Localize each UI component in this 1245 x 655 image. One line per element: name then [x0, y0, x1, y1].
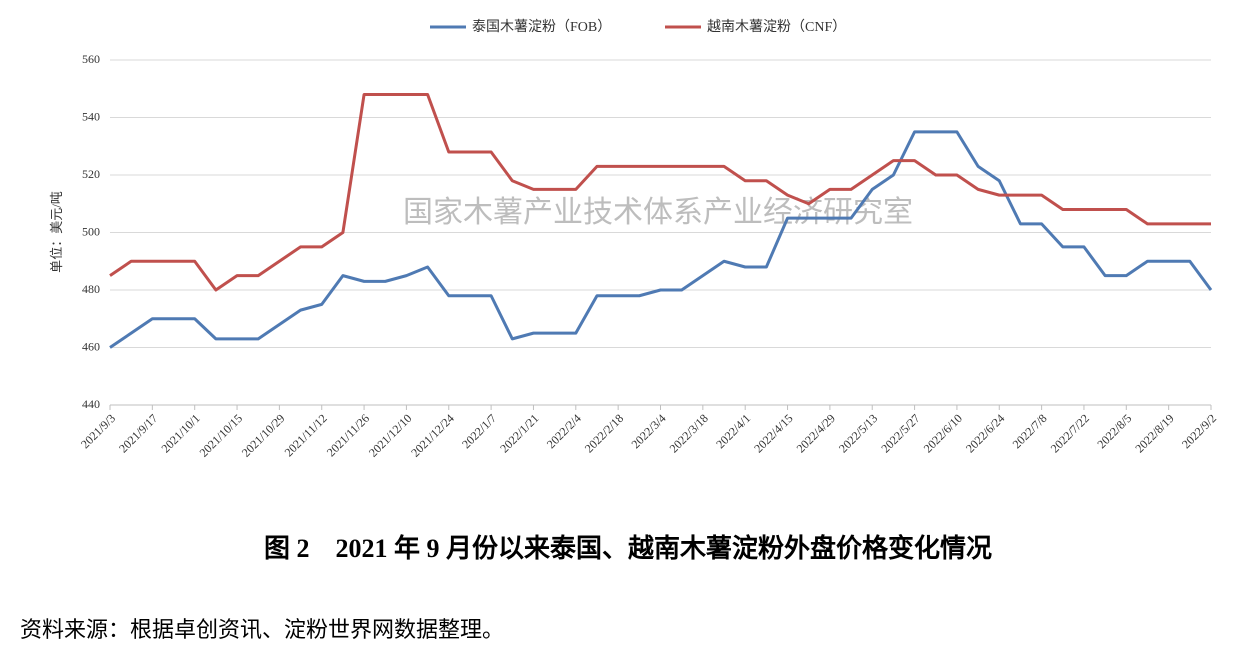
y-axis-label: 单位：美元/吨 — [49, 191, 64, 273]
x-tick-label: 2022/3/18 — [667, 411, 711, 455]
x-tick-label: 2022/1/21 — [497, 411, 541, 455]
series-line — [109, 93, 1211, 292]
legend-label: 越南木薯淀粉（CNF） — [707, 19, 846, 35]
source: 资料来源：根据卓创资讯、淀粉世界网数据整理。 — [20, 617, 504, 642]
x-tick-label: 2022/5/13 — [836, 411, 880, 455]
x-tick-label: 2021/9/17 — [116, 411, 160, 455]
y-tick-label: 540 — [82, 109, 100, 123]
y-tick-label: 500 — [82, 224, 100, 238]
legend-label: 泰国木薯淀粉（FOB） — [472, 19, 611, 35]
x-tick-label: 2022/4/29 — [794, 411, 838, 455]
x-tick-label: 2021/11/12 — [282, 411, 330, 459]
x-tick-label: 2022/4/1 — [713, 411, 753, 451]
x-tick-label: 2021/9/3 — [78, 411, 118, 451]
x-tick-label: 2022/8/5 — [1094, 411, 1134, 451]
x-tick-label: 2022/9/2 — [1179, 411, 1219, 451]
x-tick-label: 2021/10/15 — [197, 411, 246, 460]
x-tick-label: 2022/4/15 — [751, 411, 795, 455]
x-tick-label: 2022/3/4 — [628, 411, 668, 451]
x-tick-label: 2021/12/24 — [408, 411, 457, 460]
x-tick-label: 2022/6/24 — [963, 411, 1007, 455]
x-tick-label: 2022/5/27 — [878, 411, 922, 455]
watermark: 国家木薯产业技术体系产业经济研究室 — [403, 196, 913, 229]
x-tick-label: 2021/12/10 — [366, 411, 415, 460]
x-tick-label: 2022/7/22 — [1048, 411, 1092, 455]
series-line — [109, 130, 1213, 349]
x-tick-label: 2022/7/8 — [1010, 411, 1050, 451]
x-tick-label: 2021/10/1 — [158, 411, 202, 455]
y-tick-label: 440 — [82, 397, 100, 411]
caption: 图 2 2021 年 9 月份以来泰国、越南木薯淀粉外盘价格变化情况 — [264, 533, 992, 563]
x-tick-label: 2021/11/26 — [324, 411, 372, 459]
x-tick-label: 2022/2/4 — [544, 411, 584, 451]
x-tick-label: 2022/8/19 — [1132, 411, 1176, 455]
x-tick-label: 2022/6/10 — [921, 411, 965, 455]
y-tick-label: 480 — [82, 282, 100, 296]
x-tick-label: 2022/1/7 — [459, 411, 499, 451]
y-tick-label: 520 — [82, 167, 100, 181]
x-tick-label: 2022/2/18 — [582, 411, 626, 455]
y-tick-label: 460 — [82, 339, 100, 353]
x-tick-label: 2021/10/29 — [239, 411, 288, 460]
y-tick-label: 560 — [82, 52, 100, 66]
